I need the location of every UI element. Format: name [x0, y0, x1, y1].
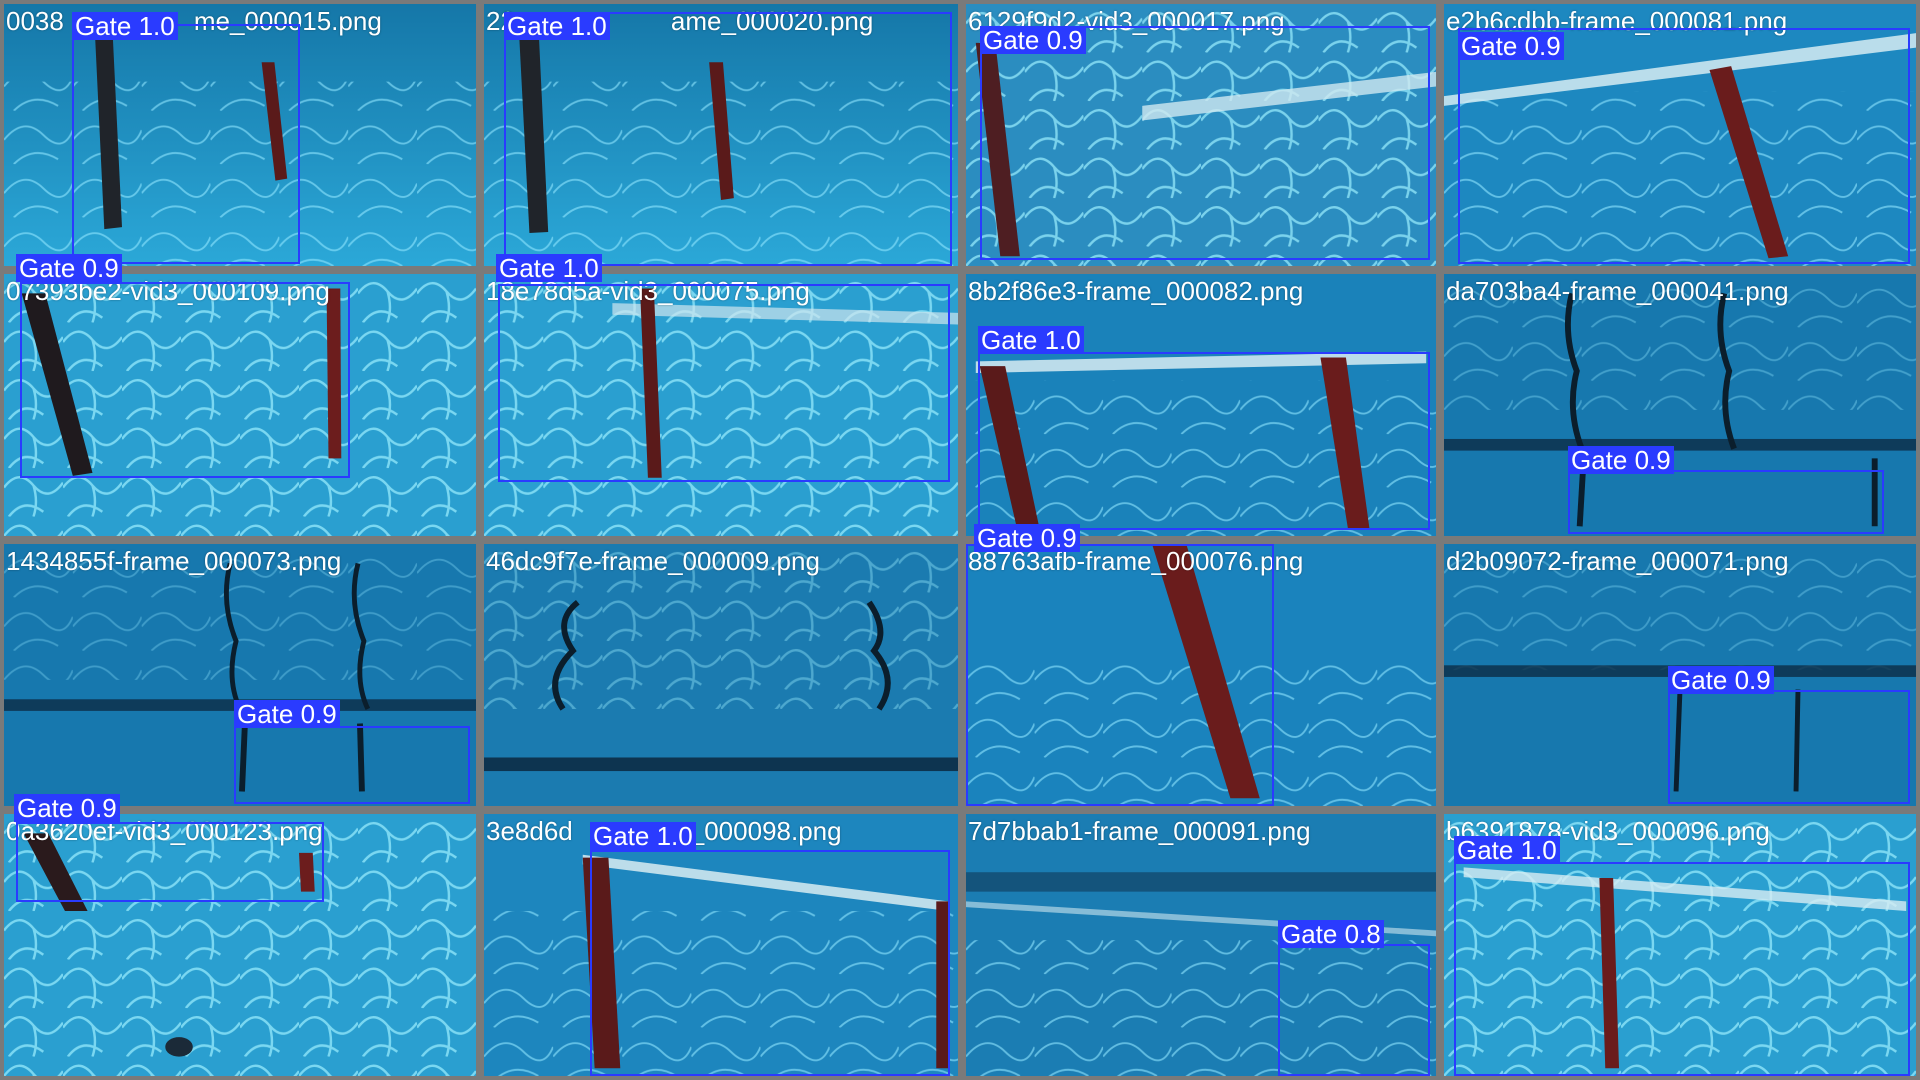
bbox — [980, 26, 1430, 260]
tile-6: 18e78d5a-vid3_000075.png — [480, 270, 962, 540]
detection-label: Gate 1.0 — [1454, 836, 1560, 864]
image-filename: 7d7bbab1-frame_000091.png — [968, 816, 1311, 846]
bbox — [966, 544, 1274, 806]
bbox — [16, 822, 324, 902]
bbox — [978, 352, 1430, 530]
image-filename: 46dc9f7e-frame_000009.png — [486, 546, 820, 576]
image-filename: d2b09072-frame_000071.png — [1446, 546, 1789, 576]
detection-label: Gate 0.9 — [980, 26, 1086, 54]
bbox — [498, 284, 950, 482]
tile-8: da703ba4-frame_000041.png Gate 0.9 — [1440, 270, 1920, 540]
tile-16: b6391878-vid3_000096.png Gate 1.0 — [1440, 810, 1920, 1080]
tile-3: 6129f9d2-vid3_000017.png Gate 0.9 — [962, 0, 1440, 270]
detection-label: Gate 1.0 — [504, 12, 610, 40]
image-filename: e2b6cdbb-frame_000081.png — [1446, 6, 1788, 36]
tile-14: 3e8d6dxxxxxxxxx_000098.png Gate 1.0 — [480, 810, 962, 1080]
detection-label: Gate 0.9 — [974, 524, 1080, 552]
detection-label: Gate 0.9 — [1458, 32, 1564, 60]
bbox — [72, 24, 300, 264]
bbox — [1668, 690, 1910, 804]
underwater-image — [966, 274, 1436, 536]
tile-12: d2b09072-frame_000071.png Gate 0.9 — [1440, 540, 1920, 810]
underwater-image — [4, 4, 476, 266]
detection-label: Gate 1.0 — [72, 12, 178, 40]
detection-label: Gate 1.0 — [978, 326, 1084, 354]
underwater-image — [4, 544, 476, 806]
tile-5: 07393be2-vid3_000109.png — [0, 270, 480, 540]
underwater-image — [484, 274, 958, 536]
image-filename: 3e8d6dxxxxxxxxx_000098.png — [486, 816, 842, 846]
tile-15: 7d7bbab1-frame_000091.png Gate 0.8 — [962, 810, 1440, 1080]
tile-11: 88763afb-frame_000076.png — [962, 540, 1440, 810]
detection-label: Gate 0.9 — [234, 700, 340, 728]
underwater-image — [4, 274, 476, 536]
image-filename: 1434855f-frame_000073.png — [6, 546, 342, 576]
tile-1: 0038xxxxxxxxxxme_000015.png Gate 1.0 — [0, 0, 480, 270]
detection-label: Gate 0.9 — [1568, 446, 1674, 474]
detection-label: Gate 0.9 — [16, 254, 122, 282]
bbox — [1278, 944, 1430, 1076]
image-filename: 8b2f86e3-frame_000082.png — [968, 276, 1304, 306]
detection-label: Gate 0.8 — [1278, 920, 1384, 948]
tile-7: 8b2f86e3-frame_000082.png Gate 1.0 — [962, 270, 1440, 540]
bbox — [1458, 28, 1910, 264]
detection-label: Gate 0.9 — [14, 794, 120, 822]
tile-13: 0a3620ef-vid3_000123.png — [0, 810, 480, 1080]
underwater-image — [966, 544, 1436, 806]
underwater-image — [484, 544, 958, 806]
tile-10: 46dc9f7e-frame_000009.png — [480, 540, 962, 810]
underwater-image — [1444, 544, 1916, 806]
bbox — [234, 726, 470, 804]
underwater-image — [484, 814, 958, 1076]
underwater-image — [484, 4, 958, 266]
underwater-image — [966, 814, 1436, 1076]
tile-2: 22xxxxxxxxxxxxame_000020.png Gate 1.0 — [480, 0, 962, 270]
detection-label: Gate 0.9 — [1668, 666, 1774, 694]
image-filename: 0038xxxxxxxxxxme_000015.png — [6, 6, 382, 36]
bbox — [20, 282, 350, 478]
detection-label: Gate 1.0 — [496, 254, 602, 282]
underwater-image — [1444, 274, 1916, 536]
image-filename: 22xxxxxxxxxxxxame_000020.png — [486, 6, 874, 36]
tile-9: 1434855f-frame_000073.png Gate 0.9 — [0, 540, 480, 810]
underwater-image — [4, 814, 476, 1076]
image-filename: da703ba4-frame_000041.png — [1446, 276, 1789, 306]
bbox — [504, 12, 952, 266]
detection-label: Gate 1.0 — [590, 822, 696, 850]
bbox — [1454, 862, 1910, 1076]
tile-4: e2b6cdbb-frame_000081.png Gate 0.9 — [1440, 0, 1920, 270]
bbox — [590, 850, 950, 1076]
bbox — [1568, 470, 1884, 534]
